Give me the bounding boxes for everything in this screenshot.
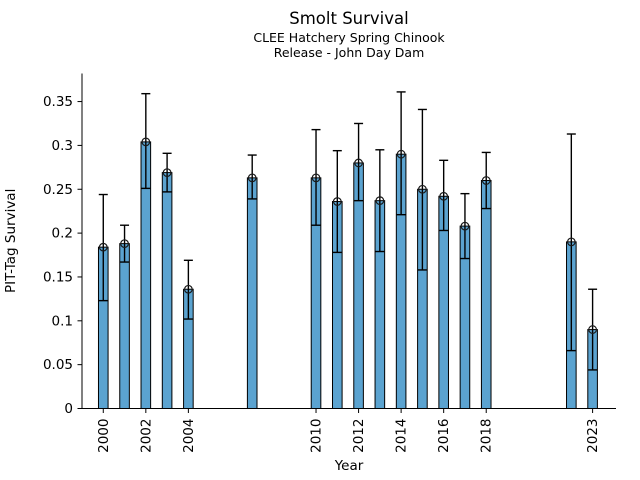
y-tick-label: 0.1 (52, 313, 73, 329)
marker-2011 (332, 197, 342, 206)
bar-2018 (480, 179, 492, 409)
marker-2007 (247, 173, 257, 183)
marker-2015 (417, 184, 427, 194)
x-tick-label: 2010 (309, 419, 325, 453)
y-tick-label: 0.25 (43, 182, 73, 198)
marker-2004 (183, 284, 193, 294)
marker-2001 (120, 239, 129, 249)
marker-2010 (311, 173, 321, 183)
x-tick-label: 2002 (138, 419, 154, 453)
x-tick-label: 2018 (479, 419, 495, 453)
x-tick-label: 2012 (351, 419, 367, 453)
y-tick-label: 0 (64, 401, 73, 417)
x-tick-label: 2000 (96, 419, 112, 453)
marker-2013 (375, 196, 385, 206)
marker-2002 (141, 137, 151, 147)
y-tick-label: 0.15 (43, 269, 73, 285)
bar-2001 (119, 243, 130, 409)
y-tick-label: 0.05 (43, 357, 73, 373)
bar-2003 (161, 172, 173, 409)
y-tick-label: 0.35 (43, 94, 73, 110)
x-axis-label: Year (334, 458, 364, 474)
y-tick-label: 0.3 (52, 138, 73, 154)
marker-2016 (439, 191, 449, 201)
marker-2012 (354, 158, 363, 168)
marker-2003 (162, 168, 172, 177)
marker-2018 (481, 176, 491, 185)
chart-subtitle-line2: Release - John Day Dam (273, 45, 425, 60)
x-tick-label: 2014 (394, 419, 410, 453)
marker-2000 (98, 242, 108, 252)
x-tick-label: 2016 (436, 419, 452, 453)
marker-2014 (396, 149, 406, 159)
x-tick-label: 2004 (181, 419, 197, 453)
chart-subtitle-line1: CLEE Hatchery Spring Chinook (253, 30, 445, 45)
marker-2023 (588, 325, 597, 334)
marker-2022 (566, 237, 576, 247)
y-tick-label: 0.2 (52, 226, 73, 242)
x-tick-label: 2023 (585, 419, 601, 453)
bar-2007 (246, 177, 258, 409)
chart-title: Smolt Survival (289, 9, 409, 28)
marker-2017 (460, 221, 470, 231)
